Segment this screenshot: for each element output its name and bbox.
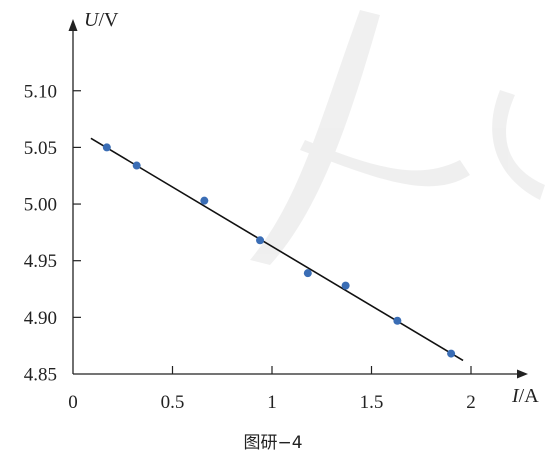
x-tick-label: 1.5 bbox=[360, 392, 384, 413]
x-axis-arrow bbox=[517, 369, 528, 379]
y-tick-label: 5.00 bbox=[24, 195, 57, 216]
data-point bbox=[200, 196, 209, 205]
y-tick-label: 5.10 bbox=[24, 81, 57, 102]
data-point bbox=[102, 143, 111, 152]
y-tick-label: 4.90 bbox=[24, 308, 57, 329]
x-tick-label: 0 bbox=[68, 392, 78, 413]
background-watermark bbox=[250, 10, 545, 265]
x-ticks: 0 0.5 1 1.5 2 bbox=[68, 366, 476, 413]
y-tick-label: 4.85 bbox=[24, 365, 57, 386]
x-tick-label: 2 bbox=[466, 392, 476, 413]
x-tick-label: 0.5 bbox=[161, 392, 185, 413]
figure-caption: 图研−4 bbox=[243, 433, 302, 453]
y-tick-label: 4.95 bbox=[24, 251, 57, 272]
fit-line-group bbox=[90, 137, 464, 362]
y-axis-label: U/V bbox=[84, 9, 119, 31]
data-point bbox=[341, 281, 350, 290]
data-point bbox=[132, 161, 141, 170]
data-points bbox=[102, 143, 456, 358]
y-tick-label: 5.05 bbox=[24, 138, 57, 159]
data-point bbox=[303, 269, 312, 278]
y-axis-arrow bbox=[68, 19, 78, 31]
fit-line bbox=[90, 137, 464, 362]
x-axis-label: I/A bbox=[511, 385, 539, 407]
y-ticks: 4.85 4.90 4.95 5.00 5.05 5.10 bbox=[24, 81, 81, 386]
data-point bbox=[447, 349, 456, 358]
data-point bbox=[256, 236, 265, 245]
x-tick-label: 1 bbox=[267, 392, 277, 413]
data-point bbox=[393, 316, 402, 325]
